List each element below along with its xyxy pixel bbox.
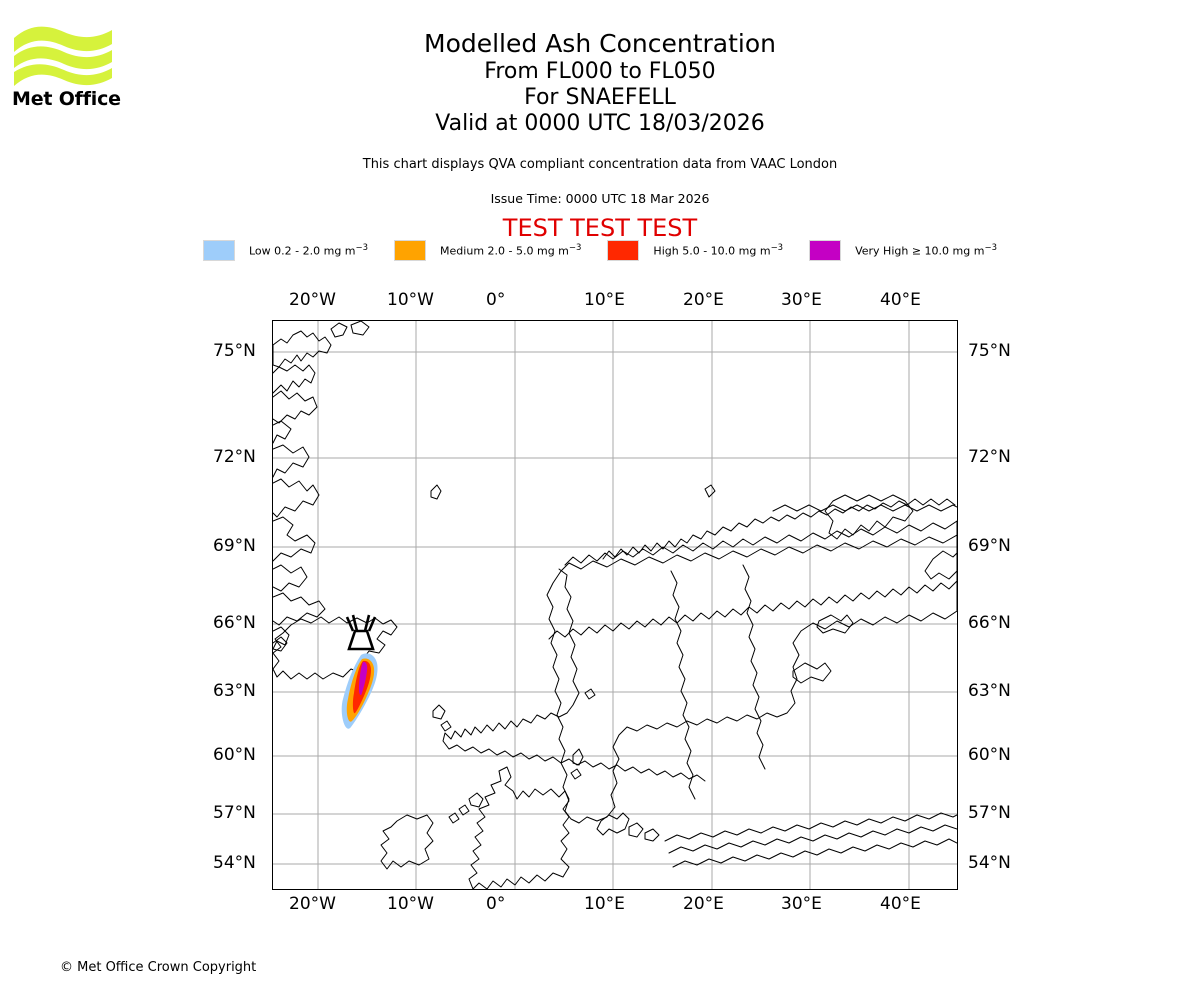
lon-tick-bottom-1: 10°W — [387, 894, 434, 914]
issue-time: Issue Time: 0000 UTC 18 Mar 2026 — [490, 191, 710, 206]
volcano-symbol-icon — [345, 614, 377, 651]
lat-tick-right-1: 72°N — [968, 447, 1011, 467]
lon-tick-bottom-0: 20°W — [289, 894, 336, 914]
legend-label-1: Medium 2.0 - 5.0 mg m−3 — [440, 243, 582, 258]
met-office-wordmark: Met Office — [12, 88, 121, 110]
copyright-text: © Met Office Crown Copyright — [60, 960, 257, 975]
map-canvas — [273, 321, 957, 889]
ash-plume — [341, 653, 378, 729]
lon-tick-bottom-4: 20°E — [683, 894, 724, 914]
legend-swatch-0 — [203, 240, 235, 261]
title-line-2: From FL000 to FL050 — [484, 59, 716, 84]
legend-item-2: High 5.0 - 10.0 mg m−3 — [607, 240, 783, 261]
lon-tick-bottom-6: 40°E — [880, 894, 921, 914]
lat-tick-right-0: 75°N — [968, 341, 1011, 361]
lat-tick-left-3: 66°N — [213, 613, 256, 633]
qva-note: This chart displays QVA compliant concen… — [362, 157, 838, 172]
legend-label-2: High 5.0 - 10.0 mg m−3 — [653, 243, 784, 258]
legend-swatch-1 — [394, 240, 427, 261]
legend-item-0: Low 0.2 - 2.0 mg m−3 — [203, 240, 368, 261]
plume-contour-veryhigh — [359, 661, 368, 696]
lon-tick-bottom-5: 30°E — [781, 894, 822, 914]
legend-label-0: Low 0.2 - 2.0 mg m−3 — [249, 243, 369, 258]
title-line-4: Valid at 0000 UTC 18/03/2026 — [435, 111, 765, 136]
met-office-logo — [12, 22, 122, 112]
logo-waves-icon — [14, 26, 112, 86]
legend-item-3: Very High ≥ 10.0 mg m−3 — [809, 240, 997, 261]
lon-tick-top-1: 10°W — [387, 290, 434, 310]
coastlines — [273, 321, 957, 889]
lon-tick-top-4: 20°E — [683, 290, 724, 310]
lon-tick-top-2: 0° — [486, 290, 506, 310]
lon-tick-bottom-3: 10°E — [584, 894, 625, 914]
concentration-legend: Low 0.2 - 2.0 mg m−3 Medium 2.0 - 5.0 mg … — [0, 240, 1200, 261]
legend-swatch-3 — [809, 240, 842, 261]
chart-title-block: Modelled Ash Concentration From FL000 to… — [0, 28, 1200, 137]
map-plot-area — [272, 320, 958, 890]
lon-tick-top-0: 20°W — [289, 290, 336, 310]
lat-tick-left-4: 63°N — [213, 681, 256, 701]
lat-tick-left-2: 69°N — [213, 536, 256, 556]
map-gridlines — [273, 321, 957, 889]
title-line-3: For SNAEFELL — [524, 85, 676, 110]
lat-tick-right-5: 60°N — [968, 745, 1011, 765]
legend-label-3: Very High ≥ 10.0 mg m−3 — [855, 243, 997, 258]
lat-tick-left-6: 57°N — [213, 803, 256, 823]
lat-tick-right-2: 69°N — [968, 536, 1011, 556]
lat-tick-left-5: 60°N — [213, 745, 256, 765]
lat-tick-right-3: 66°N — [968, 613, 1011, 633]
lat-tick-left-1: 72°N — [213, 447, 256, 467]
lat-tick-right-6: 57°N — [968, 803, 1011, 823]
lon-tick-bottom-2: 0° — [486, 894, 506, 914]
title-line-1: Modelled Ash Concentration — [424, 29, 776, 58]
lat-tick-left-7: 54°N — [213, 853, 256, 873]
test-banner: TEST TEST TEST — [502, 214, 698, 242]
lat-tick-right-4: 63°N — [968, 681, 1011, 701]
legend-item-1: Medium 2.0 - 5.0 mg m−3 — [394, 240, 581, 261]
lat-tick-left-0: 75°N — [213, 341, 256, 361]
legend-swatch-2 — [607, 240, 640, 261]
lat-tick-right-7: 54°N — [968, 853, 1011, 873]
lon-tick-top-3: 10°E — [584, 290, 625, 310]
lon-tick-top-6: 40°E — [880, 290, 921, 310]
lon-tick-top-5: 30°E — [781, 290, 822, 310]
